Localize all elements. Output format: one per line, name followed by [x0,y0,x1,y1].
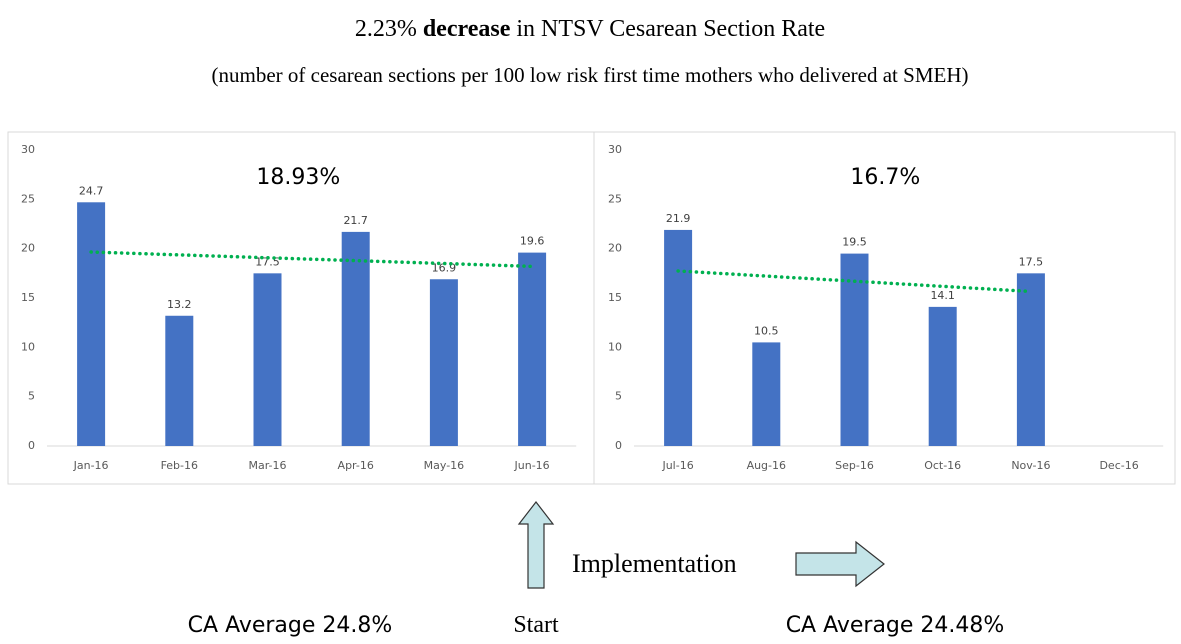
y-tick-label: 30 [608,143,622,156]
y-tick-label: 15 [21,291,35,304]
y-tick-label: 30 [21,143,35,156]
x-tick-label: Aug-16 [747,459,786,472]
trendline [676,269,1033,294]
y-tick-label: 25 [608,192,622,205]
x-tick-label: Oct-16 [924,459,961,472]
data-label: 10.5 [754,324,779,337]
chart-frame [7,131,595,485]
up-arrow [517,501,555,589]
title-part: in NTSV Cesarean Section Rate [516,16,825,42]
x-tick-label: Jul-16 [661,459,693,472]
y-tick-label: 0 [28,439,35,452]
average-label: CA Average 24.8% [188,613,393,638]
title: 2.23% decrease in NTSV Cesarean Section … [355,16,825,42]
trendline [89,250,534,269]
y-tick-label: 10 [21,340,35,353]
bar [518,252,547,446]
data-label: 19.6 [520,235,545,248]
y-tick-label: 5 [28,390,35,403]
bar [341,231,370,446]
chart-annotation: 18.93% [256,165,340,190]
x-tick-label: Nov-16 [1011,459,1050,472]
chart-annotation: 16.7% [850,165,920,190]
start-label: Start [513,612,559,638]
x-tick-label: Mar-16 [248,459,286,472]
bar [840,253,869,446]
data-label: 14.1 [930,289,955,302]
y-tick-label: 10 [608,340,622,353]
title-part: 2.23% [355,16,417,42]
y-tick-label: 20 [21,242,35,255]
bar [928,306,957,446]
title-emphasis: decrease [423,16,511,42]
x-tick-label: May-16 [424,459,465,472]
bar [1016,273,1045,446]
y-tick-label: 0 [615,439,622,452]
data-label: 17.5 [1019,255,1044,268]
bar [165,315,194,446]
data-label: 24.7 [79,184,104,197]
bar [429,279,458,446]
implementation-label: Implementation [572,549,737,578]
x-tick-label: Dec-16 [1099,459,1138,472]
y-tick-label: 5 [615,390,622,403]
data-label: 19.5 [842,236,867,249]
y-tick-label: 15 [608,291,622,304]
y-tick-label: 25 [21,192,35,205]
bar [77,202,106,446]
x-tick-label: Jan-16 [73,459,109,472]
x-tick-label: Apr-16 [338,459,374,472]
y-tick-label: 20 [608,242,622,255]
data-label: 21.7 [343,214,368,227]
average-label: CA Average 24.48% [786,613,1005,638]
data-label: 21.9 [666,212,691,225]
x-tick-label: Sep-16 [835,459,874,472]
x-tick-label: Jun-16 [514,459,550,472]
data-label: 13.2 [167,298,192,311]
bar [664,229,693,446]
x-tick-label: Feb-16 [161,459,198,472]
bar [752,342,781,446]
subtitle: (number of cesarean sections per 100 low… [212,63,969,87]
bar [253,273,282,446]
right-arrow [795,540,885,588]
